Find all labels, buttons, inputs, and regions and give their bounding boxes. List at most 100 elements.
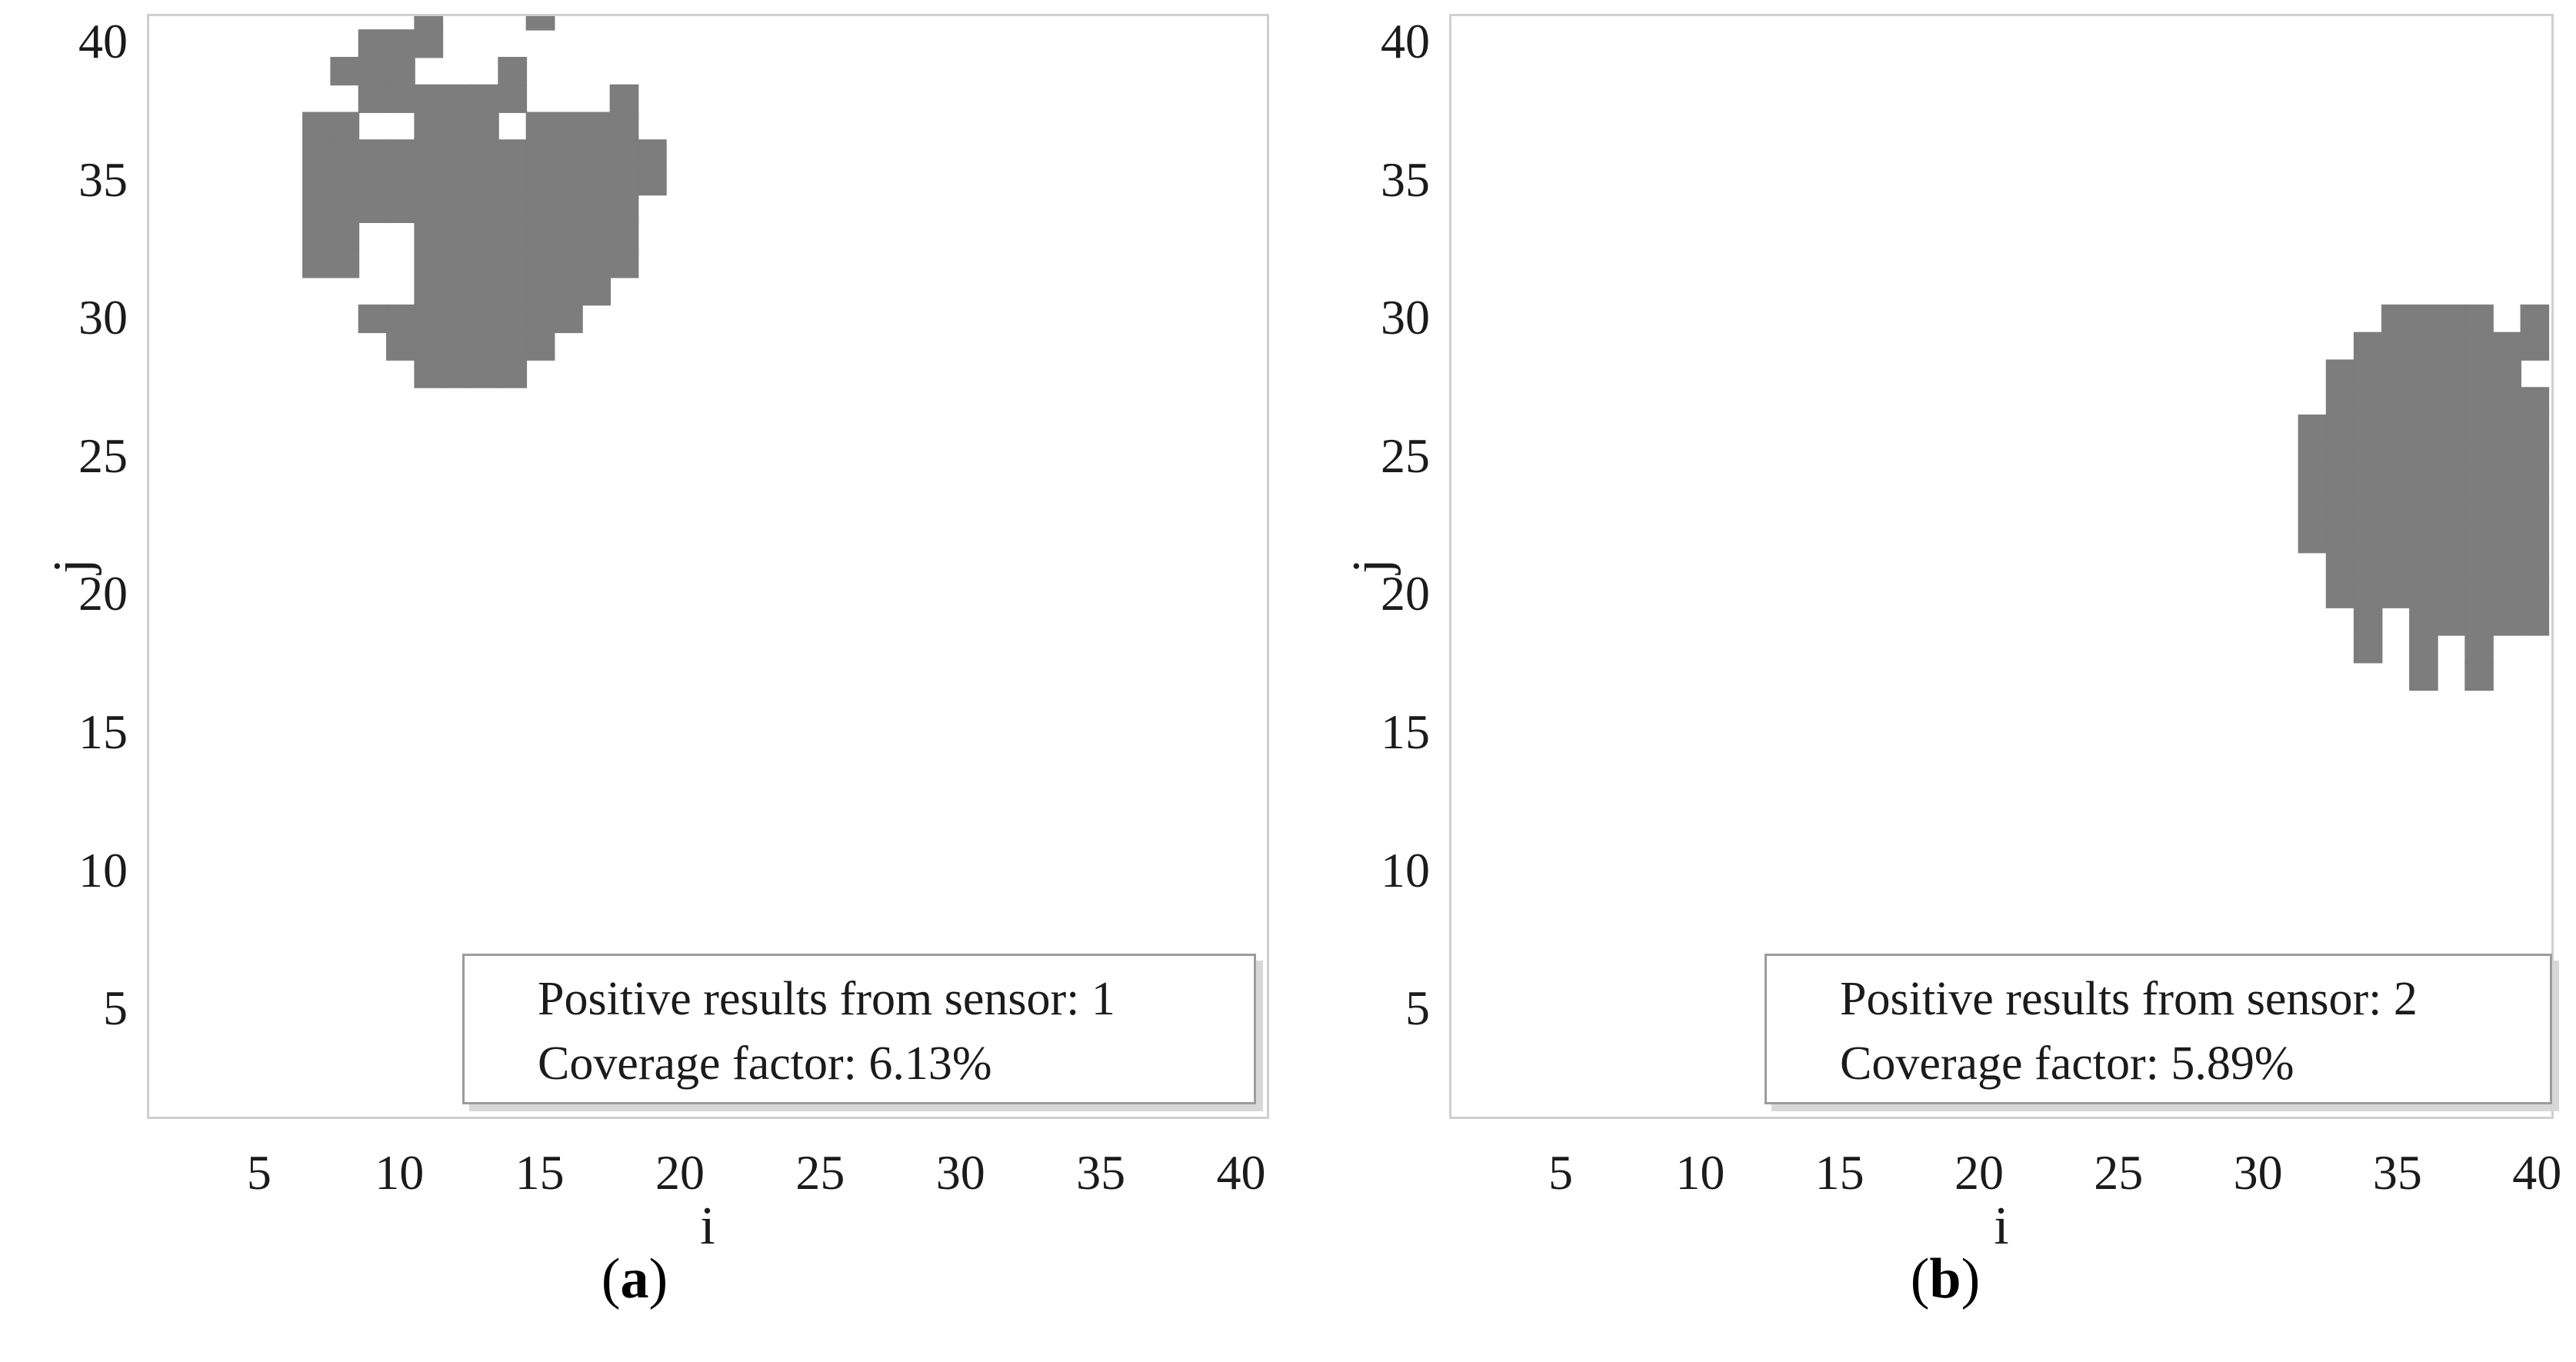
positive-cell xyxy=(525,16,555,31)
positive-cell xyxy=(2381,415,2411,444)
x-tick-label: 30 xyxy=(935,1145,985,1200)
heatmap-cells-a xyxy=(302,16,667,388)
positive-cell xyxy=(2520,304,2550,334)
positive-cell xyxy=(2437,607,2466,636)
positive-cell xyxy=(2409,304,2438,334)
positive-cell xyxy=(2381,304,2411,334)
x-axis-label-a: i xyxy=(700,1197,715,1256)
caption-a: (a) xyxy=(602,1250,668,1307)
positive-cell xyxy=(414,331,444,361)
positive-cell xyxy=(609,112,639,141)
positive-cell xyxy=(330,56,360,86)
positive-cell xyxy=(2437,441,2466,471)
heatmap-cells-b xyxy=(2298,304,2550,691)
positive-cell xyxy=(386,304,415,334)
positive-cell xyxy=(609,221,639,251)
positive-cell xyxy=(2325,441,2355,471)
positive-cell xyxy=(582,249,612,278)
caption-close-paren: ) xyxy=(1961,1247,1981,1310)
positive-cell xyxy=(358,56,388,86)
positive-cell xyxy=(414,84,444,113)
y-tick-label: 15 xyxy=(1381,704,1430,760)
positive-cell xyxy=(442,359,472,388)
positive-cell xyxy=(2492,497,2522,526)
positive-cell xyxy=(442,249,472,278)
x-tick-label: 15 xyxy=(515,1145,565,1200)
annotation-box-b: Positive results from sensor: 2 Coverage… xyxy=(1765,954,2552,1104)
positive-cell xyxy=(2520,579,2550,608)
positive-cell xyxy=(2381,524,2411,554)
positive-cell xyxy=(302,221,332,251)
positive-cell xyxy=(498,221,528,251)
positive-cell xyxy=(2353,607,2383,636)
positive-cell xyxy=(2437,551,2466,581)
positive-cell xyxy=(330,139,360,168)
positive-cell xyxy=(470,194,499,224)
positive-cell xyxy=(2353,497,2383,526)
positive-cell xyxy=(414,304,444,334)
positive-cell xyxy=(358,167,388,196)
positive-cell xyxy=(470,249,499,278)
positive-cell xyxy=(358,29,388,58)
positive-cell xyxy=(330,167,360,196)
annotation-line-positive-results: Positive results from sensor: 2 xyxy=(1840,973,2418,1025)
annotation-line-positive-results: Positive results from sensor: 1 xyxy=(538,973,1115,1025)
positive-cell xyxy=(358,139,388,168)
y-tick-label: 40 xyxy=(78,13,128,68)
positive-cell xyxy=(2520,331,2550,361)
positive-cell xyxy=(2409,579,2438,608)
positive-cell xyxy=(442,304,472,334)
positive-cell xyxy=(2298,469,2328,498)
positive-cell xyxy=(553,139,583,168)
positive-cell xyxy=(2381,579,2411,608)
positive-cell xyxy=(386,139,415,168)
positive-cell xyxy=(386,331,415,361)
positive-cell xyxy=(2492,331,2522,361)
y-tick-label: 25 xyxy=(1381,428,1430,483)
positive-cell xyxy=(2520,441,2550,471)
positive-cell xyxy=(2464,331,2494,361)
positive-cell xyxy=(386,84,415,113)
positive-cell xyxy=(330,194,360,224)
positive-cell xyxy=(442,331,472,361)
positive-cell xyxy=(2437,415,2466,444)
positive-cell xyxy=(525,139,555,168)
y-axis-label-b: j xyxy=(1342,558,1401,574)
annotation-box-a: Positive results from sensor: 1 Coverage… xyxy=(462,954,1256,1104)
positive-cell xyxy=(553,221,583,251)
positive-cell xyxy=(2464,497,2494,526)
positive-cell xyxy=(2325,469,2355,498)
y-tick-label: 5 xyxy=(103,981,128,1036)
positive-cell xyxy=(582,221,612,251)
x-tick-label: 25 xyxy=(2094,1145,2144,1200)
y-tick-label: 35 xyxy=(78,152,128,207)
positive-cell xyxy=(470,139,499,168)
positive-cell xyxy=(358,84,388,113)
positive-cell xyxy=(442,112,472,141)
x-tick-label: 35 xyxy=(1076,1145,1126,1200)
positive-cell xyxy=(470,84,499,113)
positive-cell xyxy=(2353,415,2383,444)
positive-cell xyxy=(2520,607,2550,636)
positive-cell xyxy=(414,139,444,168)
positive-cell xyxy=(2409,387,2438,416)
positive-cell xyxy=(2492,415,2522,444)
annotation-line-coverage-factor: Coverage factor: 5.89% xyxy=(1840,1037,2294,1090)
positive-cell xyxy=(2464,304,2494,334)
positive-cell xyxy=(2353,331,2383,361)
positive-cell xyxy=(609,139,639,168)
x-tick-label: 5 xyxy=(1548,1145,1574,1200)
positive-cell xyxy=(2381,331,2411,361)
positive-cell xyxy=(442,139,472,168)
positive-cell xyxy=(609,167,639,196)
positive-cell xyxy=(2492,441,2522,471)
positive-cell xyxy=(525,277,555,306)
positive-cell xyxy=(637,139,667,168)
positive-cell xyxy=(302,112,332,141)
caption-b: (b) xyxy=(1911,1250,1980,1307)
positive-cell xyxy=(2409,524,2438,554)
positive-cell xyxy=(2520,524,2550,554)
positive-cell xyxy=(2520,415,2550,444)
caption-open-paren: ( xyxy=(1910,1247,1930,1310)
positive-cell xyxy=(330,112,360,141)
